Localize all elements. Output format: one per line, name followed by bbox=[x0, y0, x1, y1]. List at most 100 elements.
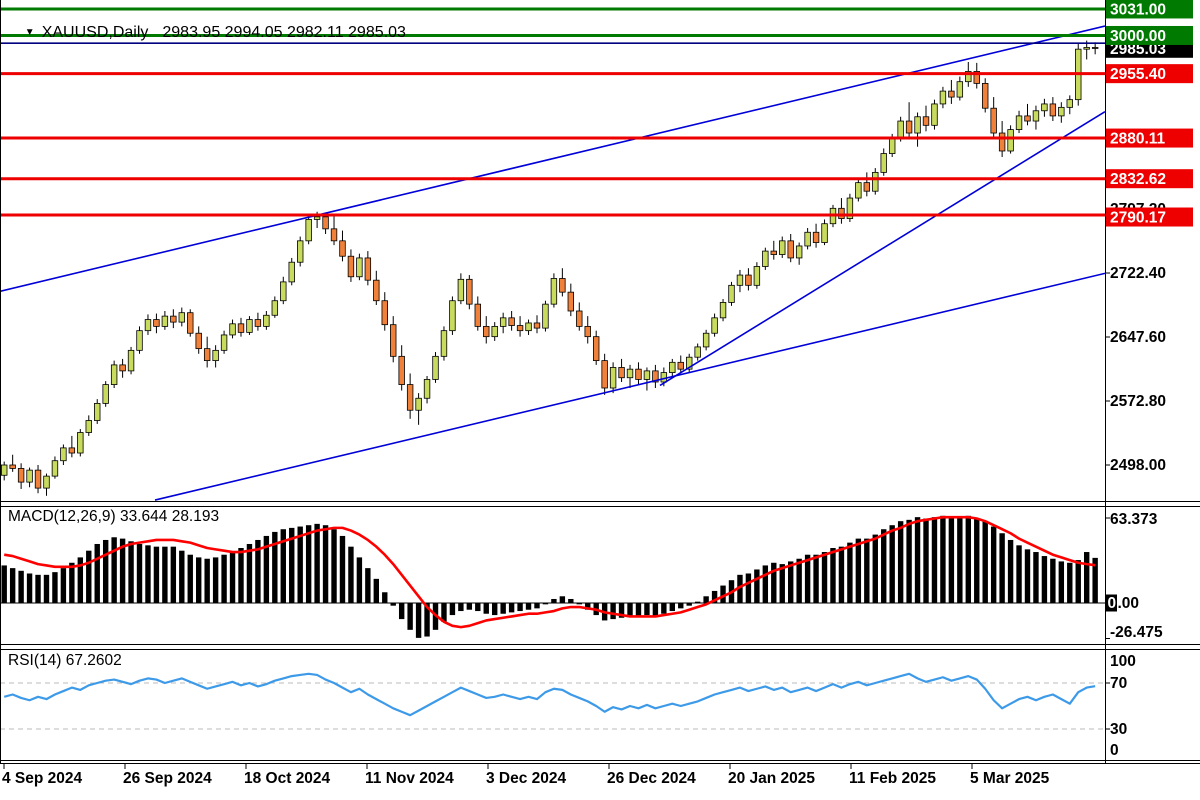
bull-candle bbox=[440, 330, 448, 357]
bear-candle bbox=[533, 322, 541, 329]
bear-candle bbox=[406, 384, 414, 411]
bear-candle bbox=[330, 228, 338, 242]
axis-label: 2790.17 bbox=[1110, 210, 1166, 227]
macd-bar bbox=[26, 573, 33, 603]
bull-candle bbox=[1041, 103, 1048, 112]
axis-label: 100 bbox=[1110, 653, 1136, 670]
macd-bar bbox=[762, 565, 769, 603]
macd-bar bbox=[305, 525, 312, 603]
macd-bar bbox=[365, 568, 371, 603]
axis-label: 2572.80 bbox=[1110, 393, 1166, 410]
macd-bar bbox=[170, 546, 177, 603]
macd-bar bbox=[990, 526, 997, 603]
bull-candle bbox=[144, 319, 152, 332]
macd-bar bbox=[830, 548, 836, 603]
bull-candle bbox=[956, 81, 964, 98]
bear-candle bbox=[1049, 103, 1057, 117]
bull-candle bbox=[711, 317, 718, 334]
macd-bar bbox=[153, 546, 160, 603]
macd-current-marker bbox=[1106, 594, 1117, 612]
bull-candle bbox=[161, 315, 169, 327]
axis-label: .00 bbox=[1118, 595, 1140, 612]
macd-bar bbox=[246, 543, 253, 603]
macd-bar bbox=[1050, 558, 1056, 603]
bear-candle bbox=[922, 116, 930, 126]
axis-label: 0 bbox=[1110, 742, 1119, 759]
macd-bar bbox=[221, 554, 227, 603]
bull-candle bbox=[356, 257, 363, 278]
date-label: 4 Sep 2024 bbox=[2, 770, 83, 787]
macd-indicator-label: MACD(12,26,9) 33.644 28.193 bbox=[8, 508, 220, 525]
macd-bar bbox=[711, 590, 718, 603]
trendline[interactable] bbox=[659, 110, 1105, 387]
bear-candle bbox=[745, 274, 752, 286]
bull-candle bbox=[102, 384, 109, 404]
macd-bar bbox=[475, 603, 481, 612]
bear-candle bbox=[516, 325, 524, 332]
symbol-timeframe-label: XAUUSD,Daily bbox=[41, 24, 149, 41]
bull-candle bbox=[1083, 47, 1090, 50]
macd-bar bbox=[390, 603, 396, 606]
axis-label: 2832.62 bbox=[1110, 171, 1166, 188]
bull-candle bbox=[212, 349, 219, 362]
bull-candle bbox=[880, 153, 887, 173]
macd-bar bbox=[322, 525, 329, 603]
bear-candle bbox=[635, 368, 642, 380]
bull-candle bbox=[821, 223, 828, 243]
macd-bar bbox=[458, 603, 464, 612]
macd-bar bbox=[678, 603, 684, 609]
bull-candle bbox=[94, 402, 101, 421]
macd-bar bbox=[889, 525, 895, 603]
symbol-dropdown-icon[interactable]: ▼ bbox=[24, 27, 35, 38]
ohlc-values-label: 2983.95 2994.05 2982.11 2985.03 bbox=[162, 24, 406, 41]
bull-candle bbox=[77, 432, 84, 454]
macd-bar bbox=[864, 538, 870, 603]
bull-candle bbox=[753, 266, 761, 286]
macd-bar bbox=[610, 603, 616, 620]
date-label: 11 Feb 2025 bbox=[849, 770, 936, 787]
bull-candle bbox=[246, 319, 253, 333]
macd-bar bbox=[196, 557, 202, 603]
macd-bar bbox=[618, 603, 625, 618]
macd-bar bbox=[855, 538, 862, 603]
bear-candle bbox=[567, 291, 575, 312]
macd-bar bbox=[69, 562, 75, 603]
macd-bar bbox=[289, 527, 295, 603]
bear-candle bbox=[677, 361, 684, 370]
bear-candle bbox=[601, 360, 608, 389]
axis-label: 2498.00 bbox=[1110, 457, 1166, 474]
macd-bar bbox=[804, 554, 811, 603]
bull-candle bbox=[694, 346, 701, 358]
bear-candle bbox=[9, 464, 16, 469]
macd-bar bbox=[838, 546, 845, 603]
macd-bar bbox=[102, 539, 109, 603]
bear-candle bbox=[787, 240, 794, 259]
macd-bar bbox=[635, 603, 642, 617]
main-price-panel bbox=[0, 7, 1105, 501]
bull-candle bbox=[85, 420, 92, 433]
bear-candle bbox=[187, 312, 194, 334]
date-label: 11 Nov 2024 bbox=[365, 770, 454, 787]
macd-bar bbox=[948, 518, 955, 603]
date-label: 3 Dec 2024 bbox=[486, 770, 567, 787]
macd-bar bbox=[373, 578, 380, 603]
bull-candle bbox=[423, 379, 431, 399]
macd-bar bbox=[694, 601, 701, 603]
date-label: 26 Sep 2024 bbox=[123, 770, 212, 787]
bull-candle bbox=[702, 332, 710, 348]
bull-candle bbox=[804, 231, 811, 247]
rsi-panel bbox=[0, 672, 1105, 730]
trendline[interactable] bbox=[154, 272, 1105, 501]
macd-bar bbox=[957, 517, 963, 603]
price-label-box-2955.40 bbox=[1106, 64, 1193, 84]
macd-bar bbox=[897, 521, 904, 603]
bull-candle bbox=[60, 447, 67, 462]
macd-bar bbox=[568, 598, 574, 603]
macd-bar bbox=[356, 557, 363, 603]
macd-bar bbox=[136, 543, 143, 603]
macd-bar bbox=[821, 552, 828, 603]
trendline[interactable] bbox=[0, 25, 1105, 293]
macd-bar bbox=[255, 539, 261, 603]
price-label-box-2832.62 bbox=[1106, 169, 1193, 189]
